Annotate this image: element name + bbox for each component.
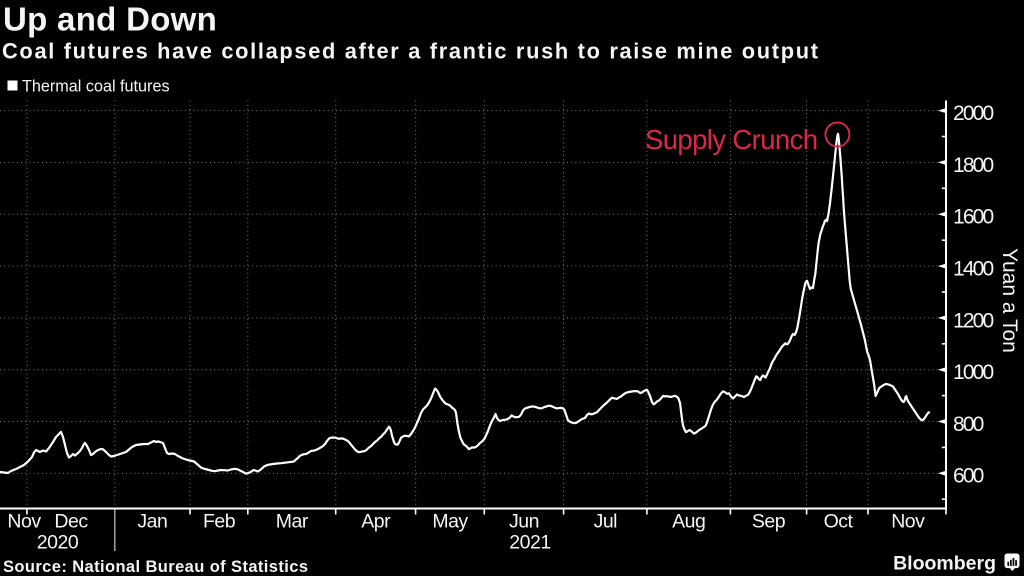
svg-text:Sep: Sep (752, 511, 786, 533)
svg-text:1200: 1200 (953, 309, 993, 332)
svg-text:Mar: Mar (276, 511, 309, 533)
svg-text:Jan: Jan (137, 511, 167, 533)
svg-text:Aug: Aug (672, 511, 705, 533)
svg-text:Jul: Jul (594, 511, 618, 533)
svg-text:2021: 2021 (509, 532, 550, 554)
svg-text:1400: 1400 (953, 258, 993, 281)
svg-text:Apr: Apr (361, 511, 391, 533)
svg-text:Thermal coal futures: Thermal coal futures (22, 78, 170, 96)
svg-text:1000: 1000 (953, 361, 993, 384)
svg-text:Nov: Nov (7, 511, 41, 533)
svg-text:1600: 1600 (953, 206, 993, 229)
svg-text:Bloomberg: Bloomberg (893, 553, 996, 575)
svg-text:Oct: Oct (824, 511, 854, 533)
svg-text:Coal futures have collapsed af: Coal futures have collapsed after a fran… (2, 39, 818, 64)
svg-text:2000: 2000 (953, 102, 993, 125)
svg-text:Jun: Jun (509, 511, 539, 533)
svg-text:Supply Crunch: Supply Crunch (645, 124, 818, 155)
svg-text:2020: 2020 (37, 532, 79, 554)
svg-text:May: May (432, 511, 468, 533)
svg-text:Dec: Dec (54, 511, 88, 533)
svg-text:Yuan a Ton: Yuan a Ton (998, 248, 1021, 353)
svg-text:Nov: Nov (891, 511, 925, 533)
svg-text:Feb: Feb (203, 511, 236, 533)
svg-text:800: 800 (953, 413, 984, 436)
svg-text:Up and Down: Up and Down (3, 1, 217, 38)
svg-text:Source: National Bureau of Sta: Source: National Bureau of Statistics (3, 558, 308, 576)
svg-text:1800: 1800 (953, 154, 993, 177)
svg-text:600: 600 (953, 465, 984, 488)
